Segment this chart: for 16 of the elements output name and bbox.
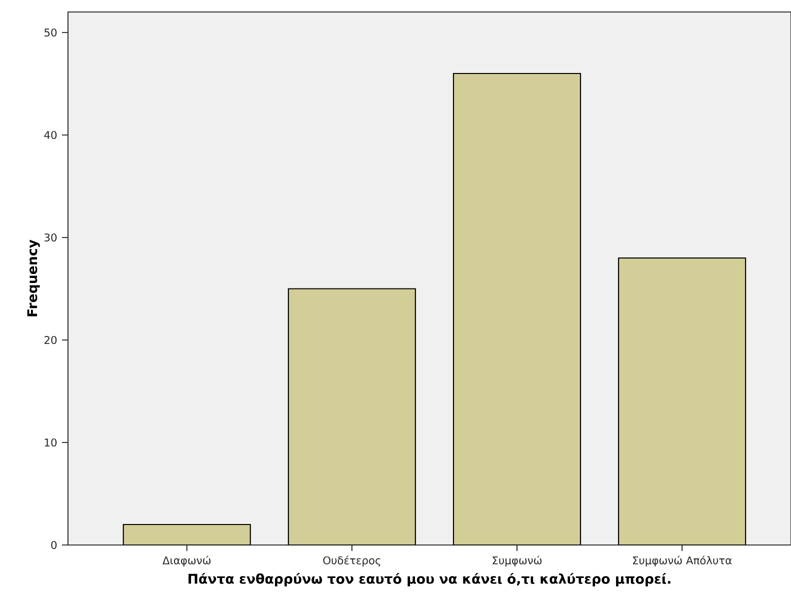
y-tick-label: 10 [44, 438, 57, 447]
y-tick-label: 40 [44, 130, 57, 140]
bar [452, 72, 582, 545]
x-tick-label: Ουδέτερος [323, 556, 380, 566]
bar [123, 524, 250, 545]
y-tick-label: 20 [44, 336, 57, 344]
bar [618, 257, 746, 545]
bar [288, 288, 416, 545]
y-tick-label: 30 [44, 233, 57, 242]
y-tick-label: 0 [51, 540, 57, 550]
x-tick-label: Συμφωνώ [492, 556, 542, 566]
x-tick-label: Διαφωνώ [162, 556, 211, 566]
x-axis-title: Πάντα ενθαρρύνω τον εαυτό μου να κάνει ό,τι καλύτερο μπορεί. [188, 572, 670, 586]
y-tick-label: 50 [44, 28, 57, 37]
x-tick-label: Συμφωνώ Απόλυτα [633, 556, 732, 566]
y-axis-title: Frequency [27, 240, 40, 316]
